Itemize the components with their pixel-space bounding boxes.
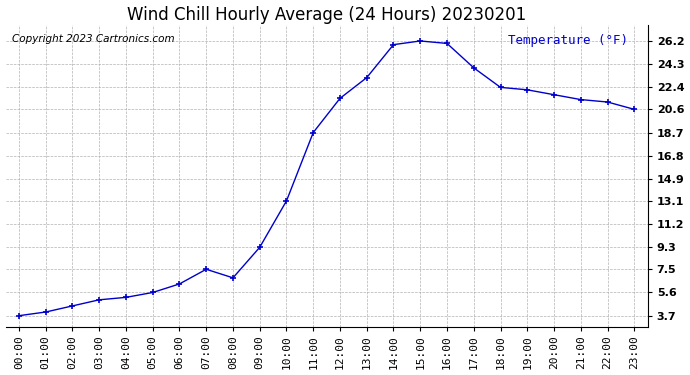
Text: Temperature (°F): Temperature (°F) — [509, 34, 629, 47]
Text: Copyright 2023 Cartronics.com: Copyright 2023 Cartronics.com — [12, 34, 175, 44]
Title: Wind Chill Hourly Average (24 Hours) 20230201: Wind Chill Hourly Average (24 Hours) 202… — [127, 6, 526, 24]
